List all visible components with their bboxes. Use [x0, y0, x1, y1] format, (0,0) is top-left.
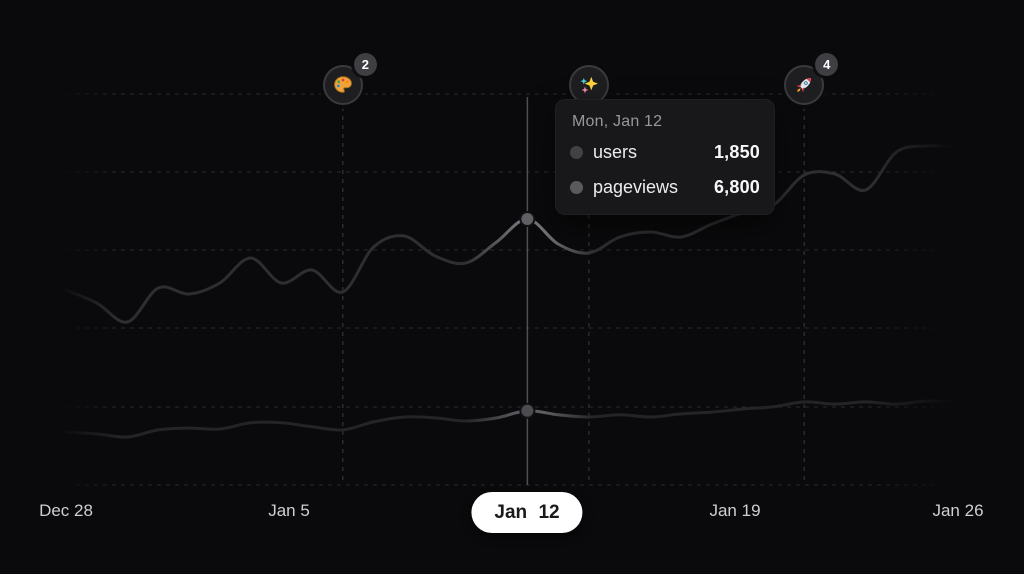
annotation-count-badge: 2 — [353, 53, 377, 76]
axis-tick-label: Jan 19 — [709, 501, 761, 520]
tooltip-series-label: pageviews — [593, 177, 679, 197]
users-line-highlight — [65, 399, 959, 439]
tooltip-rows: users 1,850 pageviews 6,800 — [570, 139, 760, 201]
annotation-marker-sparkles[interactable] — [568, 65, 609, 105]
annotation-count-badge: 4 — [815, 53, 839, 76]
hover-tooltip: Mon, Jan 12 users 1,850 pageviews 6,800 — [555, 99, 775, 215]
axis-tick-label: Jan 26 — [932, 501, 984, 520]
palette-icon — [333, 76, 352, 93]
axis-tick-label: Dec 28 — [39, 501, 93, 520]
tooltip-series-value: 6,800 — [713, 177, 760, 197]
tooltip-row-pageviews: pageviews 6,800 — [570, 174, 760, 201]
series-color-dot — [570, 181, 583, 194]
axis-tick-label: Jan 5 — [268, 501, 310, 520]
tooltip-date: Mon, Jan 12 — [572, 113, 663, 130]
pageviews-line-highlight — [65, 144, 959, 324]
tooltip-series-value: 1,850 — [713, 142, 760, 162]
selected-date-pill[interactable]: Jan 12 — [471, 492, 583, 533]
rocket-icon — [796, 78, 812, 93]
series-color-dot — [570, 146, 583, 159]
users-series-line — [64, 399, 960, 439]
tooltip-series-label: users — [593, 142, 638, 162]
pageviews-hover-dot — [519, 211, 536, 227]
sparkles-icon — [580, 76, 598, 94]
annotation-marker-rocket[interactable]: 4 — [784, 53, 839, 105]
annotation-marker-palette[interactable]: 2 — [322, 53, 377, 105]
users-hover-dot — [519, 402, 536, 419]
tooltip-row-users: users 1,850 — [570, 139, 760, 166]
